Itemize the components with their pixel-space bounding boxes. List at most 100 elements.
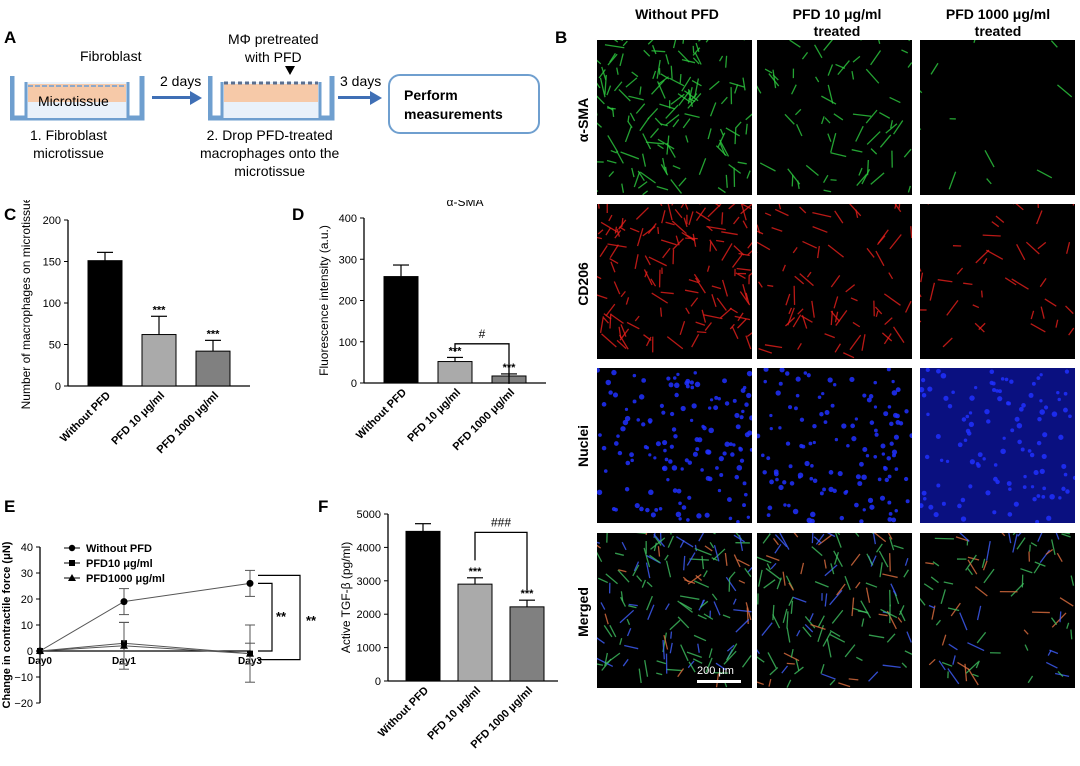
nucleus-dot — [687, 495, 692, 500]
nucleus-dot — [680, 467, 684, 471]
fiber-mark — [733, 245, 745, 256]
fiber-mark — [597, 122, 602, 128]
nucleus-dot — [700, 468, 704, 472]
fiber-mark — [720, 96, 728, 105]
nucleus-dot — [661, 410, 666, 415]
fiber-mark — [746, 332, 752, 337]
fiber-mark — [772, 74, 779, 81]
fiber-mark — [725, 55, 728, 68]
fiber-mark — [634, 315, 640, 322]
fiber-mark — [797, 180, 800, 189]
fiber-mark — [620, 290, 626, 298]
fiber-mark — [834, 552, 840, 565]
nucleus-dot — [1010, 428, 1015, 433]
nucleus-dot — [795, 393, 800, 398]
fiber-mark — [769, 667, 779, 676]
fiber-mark — [746, 607, 749, 625]
nucleus-dot — [702, 425, 707, 431]
fiber-mark — [928, 658, 936, 666]
fiber-mark — [879, 134, 892, 148]
fiber-mark — [934, 537, 954, 540]
fiber-mark — [632, 564, 640, 577]
fiber-mark — [893, 544, 904, 550]
fiber-mark — [674, 208, 683, 219]
fiber-mark — [679, 73, 682, 84]
fiber-mark — [810, 623, 826, 630]
nucleus-dot — [669, 444, 674, 449]
fiber-mark — [709, 239, 718, 252]
fiber-mark — [688, 279, 699, 284]
nucleus-dot — [608, 390, 613, 395]
nucleus-dot — [671, 465, 678, 471]
nucleus-dot — [746, 370, 752, 377]
nucleus-dot — [895, 420, 901, 425]
nucleus-dot — [880, 443, 886, 449]
nucleus-dot — [743, 492, 748, 497]
nucleus-dot — [1064, 369, 1070, 374]
x-tick-label: Day0 — [28, 656, 52, 667]
fiber-mark — [1036, 169, 1053, 179]
nucleus-dot — [877, 477, 882, 482]
fiber-mark — [1025, 241, 1040, 255]
fiber-mark — [691, 80, 702, 87]
nucleus-dot — [1009, 379, 1014, 384]
nucleus-dot — [681, 505, 687, 510]
bracket-label: # — [479, 327, 486, 341]
y-tick-label: 0 — [351, 378, 357, 390]
fiber-mark — [829, 679, 836, 686]
fiber-mark — [758, 348, 773, 354]
fiber-mark — [738, 252, 750, 257]
fiber-mark — [725, 643, 738, 661]
fiber-mark — [952, 655, 956, 665]
fiber-mark — [604, 44, 625, 49]
nucleus-dot — [601, 402, 607, 407]
fiber-mark — [830, 179, 837, 181]
nucleus-dot — [680, 405, 686, 412]
nucleus-dot — [873, 454, 878, 459]
arrow-1 — [152, 96, 192, 99]
fiber-mark — [771, 226, 783, 232]
fiber-mark — [907, 185, 911, 193]
fiber-mark — [687, 573, 702, 585]
fiber-mark — [621, 183, 625, 193]
fiber-mark — [694, 580, 710, 588]
nucleus-dot — [861, 474, 867, 480]
x-tick-label: PFD 10 μg/ml — [425, 685, 483, 743]
fiber-mark — [786, 611, 789, 629]
micrograph-alpha_sma-0 — [597, 40, 752, 195]
micrograph-background — [920, 368, 1075, 523]
fiber-mark — [742, 284, 748, 300]
fiber-mark — [764, 212, 772, 217]
fiber-mark — [765, 567, 782, 581]
fiber-mark — [703, 570, 708, 578]
nucleus-dot — [828, 469, 834, 475]
nucleus-dot — [1022, 485, 1027, 490]
fiber-mark — [811, 300, 815, 318]
fiber-mark — [975, 249, 990, 264]
fiber-mark — [764, 344, 783, 349]
nucleus-dot — [887, 474, 892, 479]
fiber-mark — [774, 543, 782, 554]
nucleus-dot — [686, 518, 690, 522]
fiber-mark — [609, 53, 616, 63]
significance-bracket — [258, 574, 301, 661]
perform-measurements-box: Perform measurements — [388, 74, 540, 134]
fiber-mark — [597, 294, 608, 300]
fiber-mark — [865, 582, 878, 588]
fiber-mark — [645, 562, 651, 579]
fiber-mark — [880, 608, 898, 619]
fiber-mark — [1065, 305, 1074, 315]
fiber-mark — [746, 170, 751, 179]
nucleus-dot — [778, 484, 784, 491]
fiber-mark — [820, 116, 825, 125]
well-2-diagram — [208, 76, 335, 121]
significance-bracket — [258, 582, 273, 652]
fiber-mark — [837, 60, 850, 76]
fiber-mark — [681, 59, 696, 64]
nucleus-dot — [1046, 515, 1052, 521]
nucleus-dot — [601, 445, 607, 451]
fiber-mark — [1017, 533, 1022, 537]
fiber-mark — [812, 211, 832, 218]
nucleus-dot — [613, 441, 619, 446]
fiber-mark — [870, 172, 885, 185]
